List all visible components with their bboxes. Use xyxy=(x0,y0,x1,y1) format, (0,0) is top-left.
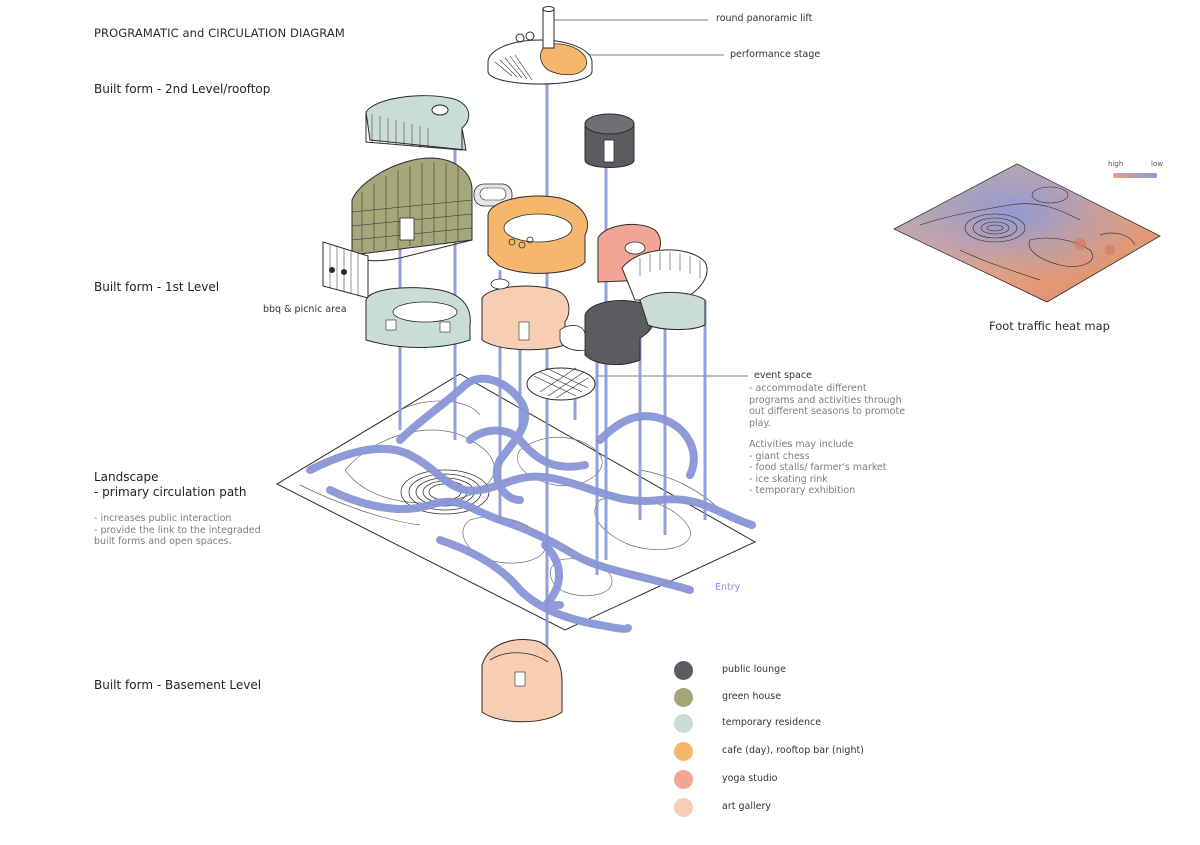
bbq-picnic-railing xyxy=(322,241,369,299)
section-label-rooftop: Built form - 2nd Level/rooftop xyxy=(94,82,271,96)
art-gallery-first-level xyxy=(481,278,570,351)
section-label-first-level: Built form - 1st Level xyxy=(94,280,220,294)
legend-swatch xyxy=(674,770,693,789)
event-note: out different seasons to promote xyxy=(749,406,906,417)
event-space-platform xyxy=(526,367,596,401)
rooftop-bench xyxy=(473,183,513,207)
first-level-residence xyxy=(365,287,471,348)
legend-swatch xyxy=(674,661,693,680)
legend-label: art gallery xyxy=(722,801,771,812)
balcony-railing xyxy=(621,249,708,301)
leader-lines xyxy=(552,19,748,377)
callout-lift: round panoramic lift xyxy=(716,13,813,24)
rooftop-public-lounge xyxy=(584,113,635,168)
rooftop-residence xyxy=(365,95,470,151)
vertical-circulation xyxy=(398,16,707,660)
legend-swatch xyxy=(674,714,693,733)
landscape-note: - provide the link to the integraded xyxy=(94,524,261,536)
section-label-circulation-path: - primary circulation path xyxy=(94,485,247,499)
foot-traffic-heatmap xyxy=(893,163,1161,303)
callout-stage: performance stage xyxy=(730,49,821,60)
legend-label: cafe (day), rooftop bar (night) xyxy=(722,745,864,756)
activities-note: Activities may include xyxy=(749,439,854,450)
activities-note: - giant chess xyxy=(749,450,810,462)
activities-note: - ice skating rink xyxy=(749,473,828,485)
activities-note: - temporary exhibition xyxy=(749,485,856,496)
legend-label: public lounge xyxy=(722,664,786,675)
basement-art-gallery xyxy=(481,639,563,723)
event-notes: - accommodate different programs and act… xyxy=(749,383,905,429)
heatmap-scale-bar xyxy=(1113,173,1157,178)
legend-swatch xyxy=(674,798,693,817)
legend-label: green house xyxy=(722,691,782,702)
heatmap-high-label: high xyxy=(1108,160,1124,168)
legend-label: yoga studio xyxy=(722,773,778,784)
callout-event-space: event space xyxy=(754,370,812,381)
landscape-notes: - increases public interaction - provide… xyxy=(94,513,261,548)
cafe-ring xyxy=(487,195,589,274)
section-label-landscape: Landscape xyxy=(94,470,159,484)
diagram-title: PROGRAMATIC and CIRCULATION DIAGRAM xyxy=(94,26,345,40)
public-lounge-first-level xyxy=(559,291,706,366)
legend-swatch xyxy=(674,742,693,761)
heatmap-title: Foot traffic heat map xyxy=(989,319,1110,333)
performance-stage xyxy=(487,31,593,85)
event-note: programs and activities through xyxy=(749,394,902,406)
circulation-path xyxy=(306,374,756,633)
legend-label: temporary residence xyxy=(722,717,822,728)
event-note: play. xyxy=(749,417,771,429)
activities-note: - food stalls/ farmer's market xyxy=(749,462,887,473)
event-note: - accommodate different xyxy=(749,383,867,394)
heatmap-low-label: low xyxy=(1151,160,1163,168)
landscape-note: built forms and open spaces. xyxy=(94,536,232,547)
green-house xyxy=(351,157,473,262)
landscape-note: - increases public interaction xyxy=(94,513,232,524)
panoramic-lift xyxy=(542,6,555,49)
yoga-studio xyxy=(597,224,661,283)
landscape-plane xyxy=(275,373,757,631)
section-label-basement: Built form - Basement Level xyxy=(94,678,262,692)
amphitheatre-rings xyxy=(400,469,490,515)
legend-swatch xyxy=(674,688,693,707)
callout-bbq: bbq & picnic area xyxy=(263,304,347,315)
activities-notes: Activities may include - giant chess - f… xyxy=(749,439,887,497)
callout-entry: Entry xyxy=(715,582,741,593)
